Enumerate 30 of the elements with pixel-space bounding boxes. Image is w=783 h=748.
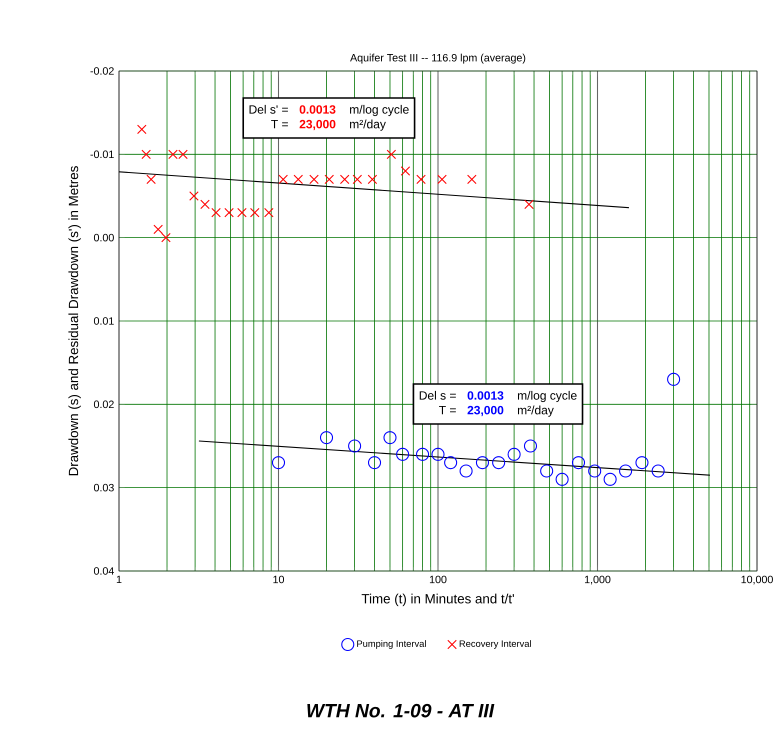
x-tick-label: 1,000 — [584, 576, 610, 585]
x-tick-label: 10 — [273, 576, 284, 584]
y-tick-label: 0.04 — [94, 567, 114, 575]
annotation: 0.0013 — [300, 105, 336, 114]
legend-label: Recovery Interval — [460, 640, 531, 649]
x-tick-label: 100 — [430, 576, 446, 584]
annotation: T = — [439, 406, 456, 414]
x-tick-label: 1 — [116, 576, 122, 584]
text: WTH No. 1-09 - AT III — [307, 704, 494, 718]
y-tick-label: 0.01 — [94, 317, 114, 325]
x-tick-label: 10,000 — [742, 576, 773, 585]
y-tick-label: 0.03 — [94, 484, 114, 492]
chart-title: Aquifer Test III -- 116.9 lpm (average) — [350, 54, 526, 64]
y-tick-label: -0.02 — [90, 67, 114, 75]
annotation: m/log cycle — [350, 104, 409, 116]
x-axis-title: Time (t) in Minutes and t/t' — [362, 594, 514, 606]
annotation: m/log cycle — [518, 390, 577, 402]
annotation: Del s = — [420, 390, 456, 400]
legend-label: Pumping Interval — [357, 640, 426, 649]
annotation: m²/day — [518, 406, 554, 417]
annotation: T = — [271, 120, 288, 128]
y-tick-label: -0.01 — [90, 150, 114, 158]
annotation: 23,000 — [468, 406, 504, 416]
annotation: m²/day — [350, 120, 386, 131]
y-tick-label: 0.00 — [94, 234, 114, 242]
annotation: 23,000 — [300, 120, 336, 130]
annotation: 0.0013 — [468, 391, 504, 400]
y-tick-label: 0.02 — [94, 400, 114, 408]
y-axis-title: Drawdown (s) and Residual Drawdown (s') in Metres — [68, 166, 81, 476]
annotation: Del s' = — [250, 104, 288, 114]
